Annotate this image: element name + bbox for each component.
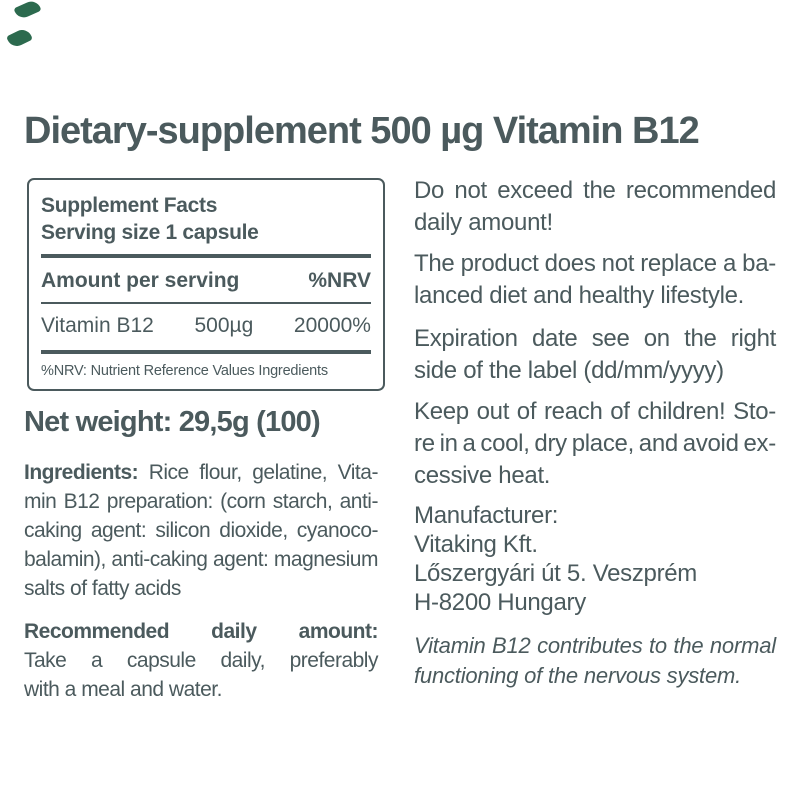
- nutrient-amount: 500µg: [194, 314, 254, 337]
- text-line: Manufacturer:: [414, 502, 559, 529]
- text-line: cessive heat.: [414, 462, 551, 489]
- text-line: functioning of the nervous system.: [414, 663, 742, 688]
- text-line: Vitamin B12 contributes to the normal: [414, 633, 776, 658]
- text-line: Vitaking Kft.: [414, 531, 538, 558]
- supplement-facts-panel: Supplement Facts Serving size 1 capsule …: [27, 178, 385, 391]
- left-column: Net weight: 29,5g (100) Ingredients: Rice…: [24, 404, 379, 704]
- ingredients-paragraph: Ingredients: Rice flour, gelatine, Vita-min B…: [24, 458, 379, 603]
- nrv-header: %NRV: [308, 269, 371, 292]
- text-line: salts of fatty acids: [24, 577, 181, 600]
- text-line: Ingredients: Rice flour, gelatine, Vita-: [24, 461, 378, 484]
- text-line: The product does not replace a ba-: [414, 250, 776, 277]
- text-line: lanced diet and healthy lifestyle.: [414, 282, 745, 309]
- warning-exceed: Do not exceed the recommended daily amount!: [414, 175, 776, 239]
- divider-thin: [41, 302, 371, 304]
- net-weight: Net weight: 29,5g (100): [24, 406, 321, 438]
- text-line: re in a cool, dry place, and avoid ex-: [414, 430, 776, 457]
- manufacturer-info: Manufacturer: Vitaking Kft. Lőszergyári út…: [414, 501, 776, 617]
- text-line: Take a capsule daily, preferably: [24, 649, 378, 672]
- serving-size-label: Serving size 1 capsule: [41, 221, 259, 244]
- right-column: Do not exceed the recommended daily amount! Th…: [414, 175, 776, 701]
- nutrient-nrv: 20000%: [293, 314, 371, 337]
- text-line: Recommended daily amount:: [24, 620, 378, 643]
- text-line: caking agent: silicon dioxide, cyanoco-: [24, 519, 379, 542]
- storage-warning: Keep out of reach of children! Sto-re in a cool, d…: [414, 396, 776, 492]
- text-line: balamin), anti-caking agent: magnesium: [24, 548, 378, 571]
- product-title: Dietary-supplement 500 µg Vitamin B12: [24, 110, 700, 152]
- warning-balanced-diet: The product does not replace a ba-lanced diet …: [414, 248, 776, 312]
- nutrient-name: Vitamin B12: [41, 314, 154, 337]
- facts-heading: Supplement Facts: [41, 194, 218, 217]
- text-line: Expiration date see on the right: [414, 325, 776, 352]
- divider-thick: [41, 350, 371, 354]
- facts-column-headers: Amount per serving %NRV: [41, 269, 371, 293]
- amount-per-serving-header: Amount per serving: [41, 269, 240, 292]
- nutrient-row: Vitamin B12 500µg 20000%: [41, 314, 371, 338]
- divider-thick: [41, 254, 371, 258]
- recommended-daily-amount-paragraph: Recommended daily amount: Take a capsule daily…: [24, 617, 378, 704]
- text-line: daily amount!: [414, 209, 553, 236]
- text-line: side of the label (dd/mm/yyyy): [414, 357, 724, 384]
- text-line: Keep out of reach of children! Sto-: [414, 398, 776, 425]
- health-claim: Vitamin B12 contributes to the normal function…: [414, 631, 776, 691]
- nrv-footnote: %NRV: Nutrient Reference Values Ingredie…: [41, 363, 328, 379]
- text-line: H-8200 Hungary: [414, 589, 586, 616]
- text-line: with a meal and water.: [24, 678, 222, 701]
- text-line: min B12 preparation: (corn starch, anti-: [24, 490, 378, 513]
- text-line: Lőszergyári út 5. Veszprém: [414, 560, 698, 587]
- expiration-note: Expiration date see on the right side of the l…: [414, 323, 776, 387]
- leaf-mark-icon: [13, 0, 42, 21]
- text-line: Do not exceed the recommended: [414, 177, 776, 204]
- leaf-mark-icon: [6, 26, 33, 50]
